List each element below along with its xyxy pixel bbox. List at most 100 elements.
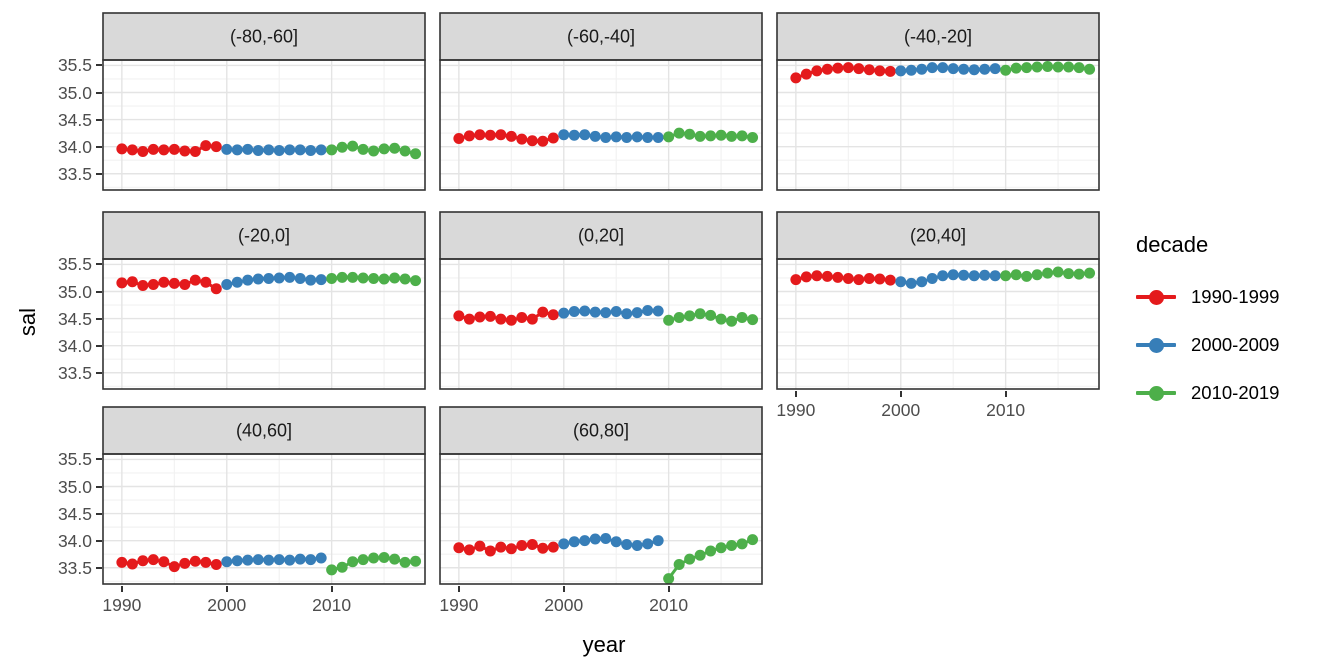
data-point <box>747 314 759 326</box>
y-tick-label: 35.0 <box>57 476 92 497</box>
data-point <box>336 141 348 153</box>
data-point <box>116 143 128 155</box>
data-point <box>600 307 612 319</box>
data-point <box>505 130 517 142</box>
data-point <box>200 276 212 288</box>
data-point <box>484 545 496 557</box>
x-tick-mark <box>794 391 797 397</box>
data-point <box>368 145 380 157</box>
data-point <box>694 549 706 561</box>
y-tick-label: 35.5 <box>57 449 92 470</box>
x-tick-mark <box>120 586 123 592</box>
legend-key-icon <box>1136 332 1176 358</box>
data-point <box>200 140 212 152</box>
data-point <box>126 558 138 570</box>
x-tick-mark <box>667 586 670 592</box>
data-point <box>1000 270 1012 282</box>
y-tick-mark <box>96 172 102 175</box>
data-point <box>989 270 1001 282</box>
data-point <box>284 144 296 156</box>
data-point <box>463 313 475 325</box>
legend-entry-label: 1990-1999 <box>1191 286 1280 307</box>
facet-strip-label: (-60,-40] <box>567 26 635 46</box>
data-point <box>189 274 201 286</box>
data-point <box>642 304 654 316</box>
x-tick-mark <box>457 586 460 592</box>
data-point <box>116 277 128 289</box>
data-point <box>231 555 243 567</box>
data-point <box>821 270 833 282</box>
y-tick-label: 34.0 <box>57 335 92 356</box>
data-point <box>158 276 170 288</box>
data-point <box>347 140 359 152</box>
x-tick-label: 2010 <box>649 595 689 615</box>
data-point <box>1021 62 1033 74</box>
data-point <box>410 555 422 567</box>
data-point <box>610 306 622 318</box>
y-tick-label: 33.5 <box>57 163 92 184</box>
data-point <box>895 276 907 288</box>
data-point <box>147 143 159 155</box>
data-point <box>389 142 401 154</box>
data-point <box>673 559 685 570</box>
data-point <box>147 278 159 290</box>
data-point <box>1073 62 1085 74</box>
data-point <box>1084 63 1096 75</box>
data-point <box>516 312 528 323</box>
data-point <box>736 312 748 323</box>
data-point <box>399 273 411 285</box>
data-point <box>874 65 886 77</box>
data-point <box>673 127 685 139</box>
data-point <box>495 129 507 141</box>
data-point <box>705 130 717 142</box>
data-point <box>832 62 844 74</box>
data-point <box>252 554 264 566</box>
data-point <box>663 314 675 326</box>
data-point <box>221 278 233 290</box>
facet-strip-label: (-80,-60] <box>230 26 298 46</box>
data-point <box>263 273 275 284</box>
data-point <box>378 143 390 155</box>
data-point <box>652 131 664 143</box>
data-point <box>179 145 191 157</box>
x-tick-mark <box>225 586 228 592</box>
data-point <box>189 555 201 567</box>
data-point <box>863 273 875 284</box>
data-point <box>1084 267 1096 279</box>
data-point <box>242 143 254 155</box>
data-point <box>600 131 612 143</box>
data-point <box>453 133 465 145</box>
y-tick-label: 35.5 <box>57 55 92 76</box>
facet-(40,60]: (40,60] <box>102 406 426 585</box>
data-point <box>242 554 254 566</box>
data-point <box>842 62 854 74</box>
y-tick-label: 34.5 <box>57 503 92 524</box>
data-point <box>621 131 633 143</box>
data-point <box>168 561 180 573</box>
facet-strip <box>776 211 1100 260</box>
data-point <box>294 144 306 156</box>
data-point <box>884 65 896 77</box>
data-point <box>273 144 285 156</box>
data-point <box>937 62 949 74</box>
data-point <box>589 533 601 545</box>
data-point <box>474 311 486 323</box>
facet-strip <box>439 12 763 61</box>
data-point <box>821 63 833 75</box>
data-point <box>663 131 675 143</box>
y-tick-mark <box>96 145 102 148</box>
data-point <box>684 128 696 140</box>
x-tick-mark <box>562 586 565 592</box>
data-point <box>642 538 654 550</box>
data-point <box>958 269 970 281</box>
legend-key-icon <box>1136 284 1176 310</box>
data-point <box>610 536 622 548</box>
data-point <box>895 65 907 77</box>
facet-(-80,-60]: (-80,-60] <box>102 12 426 191</box>
data-point <box>905 64 917 76</box>
facet-strip-label: (0,20] <box>578 225 624 245</box>
data-point <box>811 270 823 282</box>
data-point <box>495 541 507 553</box>
data-point <box>863 64 875 76</box>
data-point <box>790 72 802 84</box>
